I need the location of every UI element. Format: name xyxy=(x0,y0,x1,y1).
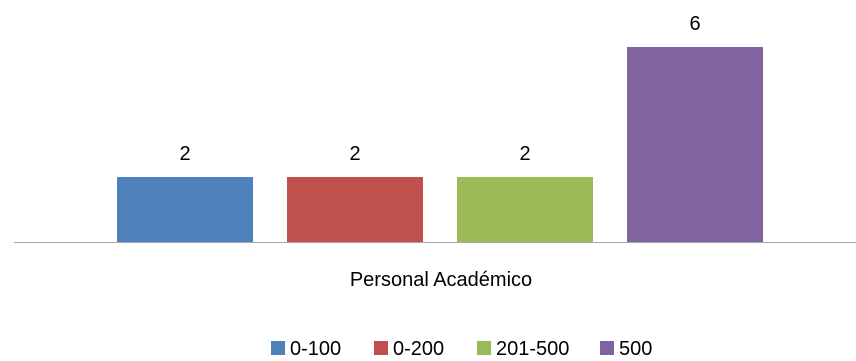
legend-swatch-500 xyxy=(600,341,614,355)
bars-group xyxy=(117,47,763,242)
bar-500 xyxy=(627,47,763,242)
data-label-201-500: 2 xyxy=(519,143,530,165)
legend-item-0-100: 0-100 xyxy=(271,338,341,360)
legend-swatch-0-200 xyxy=(374,341,388,355)
legend-item-0-200: 0-200 xyxy=(374,338,444,360)
bar-0-200 xyxy=(287,177,423,242)
category-label: Personal Académico xyxy=(350,269,532,291)
legend: 0-100 0-200 201-500 500 xyxy=(271,338,652,360)
legend-item-201-500: 201-500 xyxy=(477,338,569,360)
bar-0-100 xyxy=(117,177,253,242)
data-label-0-200: 2 xyxy=(349,143,360,165)
legend-label-500: 500 xyxy=(619,338,652,360)
legend-label-0-200: 0-200 xyxy=(393,338,444,360)
legend-swatch-201-500 xyxy=(477,341,491,355)
legend-label-201-500: 201-500 xyxy=(496,338,569,360)
data-label-0-100: 2 xyxy=(179,143,190,165)
legend-item-500: 500 xyxy=(600,338,652,360)
bar-201-500 xyxy=(457,177,593,242)
data-label-500: 6 xyxy=(689,13,700,35)
legend-label-0-100: 0-100 xyxy=(290,338,341,360)
data-labels-group: 2 2 2 6 xyxy=(179,13,700,165)
legend-swatch-0-100 xyxy=(271,341,285,355)
